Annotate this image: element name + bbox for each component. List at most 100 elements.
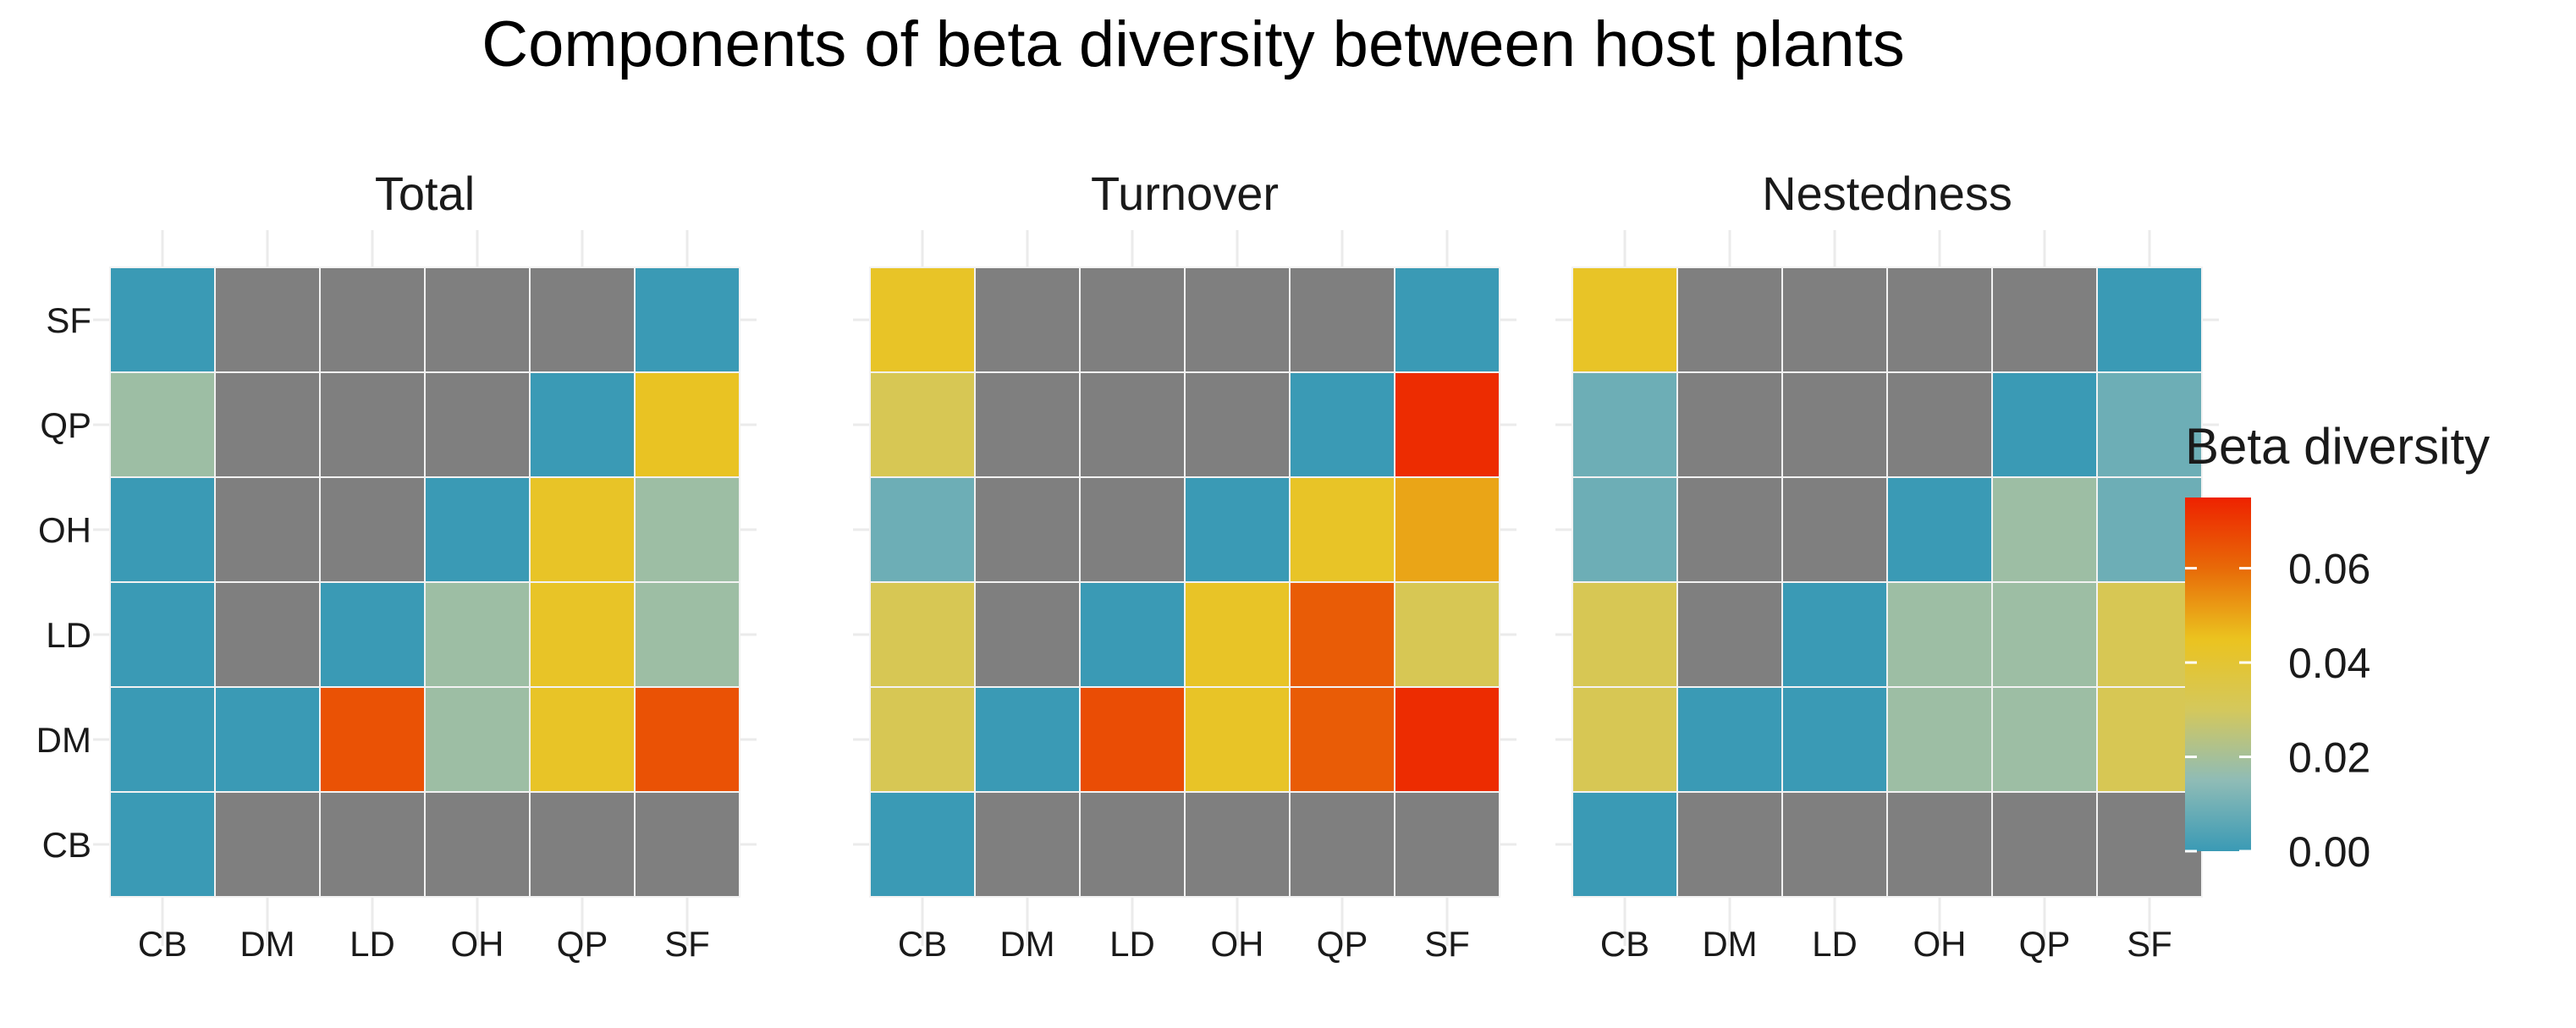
- x-tick-label: SF: [2127, 924, 2172, 964]
- heatmap-tile-cb-oh: [1571, 476, 1678, 583]
- heatmap-tile-sf-qp: [1394, 371, 1500, 478]
- heatmap-tile-oh-cb: [424, 791, 531, 898]
- heatmap-tile-qp-cb: [1289, 791, 1395, 898]
- heatmap-tile-ld-oh: [1079, 476, 1186, 583]
- heatmap-tile-ld-qp: [1781, 371, 1888, 478]
- heatmap-tile-cb-dm: [1571, 686, 1678, 793]
- heatmap-tile-dm-cb: [214, 791, 321, 898]
- heatmap-tile-dm-dm: [974, 686, 1081, 793]
- heatmap-tile-qp-dm: [1991, 686, 2098, 793]
- heatmap-tile-qp-ld: [1289, 581, 1395, 688]
- heatmap-tile-oh-cb: [1184, 791, 1291, 898]
- heatmap-tile-qp-cb: [1991, 791, 2098, 898]
- heatmap-tile-qp-ld: [1991, 581, 2098, 688]
- heatmap-tile-oh-sf: [424, 267, 531, 373]
- heatmap-tile-ld-oh: [319, 476, 426, 583]
- panel-nestedness: Nestedness CB DM LD OH QP SF: [1555, 167, 2234, 964]
- heatmap-tile-dm-oh: [1676, 476, 1783, 583]
- heatmap-tile-ld-sf: [1781, 267, 1888, 373]
- heatmap-tile-ld-cb: [319, 791, 426, 898]
- legend-tick-label: 0.04: [2288, 640, 2370, 687]
- heatmap-tile-dm-ld: [1676, 581, 1783, 688]
- x-tick-label: QP: [1317, 924, 1368, 964]
- heatmap-tile-dm-dm: [1676, 686, 1783, 793]
- heatmap-tile-cb-ld: [1571, 581, 1678, 688]
- heatmap-tile-sf-dm: [634, 686, 740, 793]
- heatmap-tile-cb-sf: [109, 267, 216, 373]
- x-tick-label: QP: [557, 924, 608, 964]
- x-tick-label: CB: [1600, 924, 1649, 964]
- heatmap-tile-qp-qp: [1289, 371, 1395, 478]
- heatmap-tile-cb-sf: [869, 267, 976, 373]
- heatmap-tile-cb-qp: [109, 371, 216, 478]
- heatmap-tile-sf-cb: [2096, 791, 2203, 898]
- heatmap-tile-ld-qp: [319, 371, 426, 478]
- heatmap-tile-cb-ld: [869, 581, 976, 688]
- heatmap-tile-oh-dm: [424, 686, 531, 793]
- heatmap-tile-dm-qp: [1676, 371, 1783, 478]
- heatmap-tile-sf-dm: [1394, 686, 1500, 793]
- heatmap-tile-ld-cb: [1079, 791, 1186, 898]
- x-tick-label: OH: [451, 924, 504, 964]
- x-tick-label: CB: [138, 924, 187, 964]
- heatmap-tile-qp-dm: [1289, 686, 1395, 793]
- heatmap-tile-qp-oh: [529, 476, 636, 583]
- heatmap-tile-ld-dm: [1079, 686, 1186, 793]
- heatmap-tile-sf-oh: [1394, 476, 1500, 583]
- heatmap-tile-qp-ld: [529, 581, 636, 688]
- panels-layer: Total CB DM LD OH QP SF CB DM LD OH QP SF Turnover CB D…: [36, 167, 2234, 964]
- legend: Beta diversity 0.00 0.02 0.04 0.06: [2185, 418, 2490, 876]
- heatmap-tile-oh-sf: [1886, 267, 1993, 373]
- legend-tick-label: 0.02: [2288, 734, 2370, 782]
- heatmap-tile-dm-qp: [974, 371, 1081, 478]
- legend-ticks: 0.00 0.02 0.04 0.06: [2185, 546, 2370, 876]
- heatmap-tile-cb-cb: [109, 791, 216, 898]
- legend-tick-label: 0.06: [2288, 546, 2370, 593]
- facet-label-nestedness: Nestedness: [1762, 167, 2012, 220]
- heatmap-tile-oh-dm: [1184, 686, 1291, 793]
- heatmap-tile-oh-ld: [424, 581, 531, 688]
- heatmap-tile-cb-cb: [869, 791, 976, 898]
- heatmap-tile-sf-cb: [1394, 791, 1500, 898]
- heatmap-tile-qp-qp: [1991, 371, 2098, 478]
- heatmap-tile-sf-ld: [2096, 581, 2203, 688]
- heatmap-tile-cb-dm: [109, 686, 216, 793]
- heatmap-tile-ld-ld: [1079, 581, 1186, 688]
- x-tick-label: QP: [2019, 924, 2071, 964]
- panel-turnover: Turnover CB DM LD OH QP SF: [853, 167, 1532, 964]
- heatmap-tile-cb-oh: [869, 476, 976, 583]
- heatmap-tile-oh-qp: [424, 371, 531, 478]
- heatmap-tile-qp-qp: [529, 371, 636, 478]
- heatmap-tile-dm-oh: [974, 476, 1081, 583]
- heatmap-tile-cb-oh: [109, 476, 216, 583]
- heatmap-tile-dm-sf: [214, 267, 321, 373]
- heatmap-tile-qp-sf: [1991, 267, 2098, 373]
- heatmap-tile-ld-dm: [319, 686, 426, 793]
- x-tick-label: DM: [999, 924, 1054, 964]
- x-tick-label: CB: [898, 924, 947, 964]
- x-tick-label: DM: [1702, 924, 1757, 964]
- heatmap-tile-ld-oh: [1781, 476, 1888, 583]
- legend-colorbar: [2185, 498, 2251, 851]
- heatmap-tile-cb-qp: [869, 371, 976, 478]
- heatmap-tile-qp-cb: [529, 791, 636, 898]
- heatmap-tile-cb-dm: [869, 686, 976, 793]
- heatmap-tile-sf-dm: [2096, 686, 2203, 793]
- heatmap-tile-oh-oh: [1184, 476, 1291, 583]
- heatmap-tile-dm-sf: [974, 267, 1081, 373]
- x-tick-label: SF: [1424, 924, 1470, 964]
- heatmap-tile-dm-cb: [1676, 791, 1783, 898]
- heatmap-tile-sf-cb: [634, 791, 740, 898]
- heatmap-tile-oh-sf: [1184, 267, 1291, 373]
- facet-label-total: Total: [375, 167, 475, 220]
- y-tick-label: CB: [42, 825, 91, 865]
- heatmap-tile-qp-oh: [1289, 476, 1395, 583]
- heatmap-tile-sf-ld: [1394, 581, 1500, 688]
- heatmap-tile-qp-dm: [529, 686, 636, 793]
- x-tick-label: LD: [350, 924, 395, 964]
- heatmap-tile-dm-sf: [1676, 267, 1783, 373]
- heatmap-tile-ld-ld: [319, 581, 426, 688]
- x-tick-label: OH: [1211, 924, 1264, 964]
- heatmap-tile-sf-ld: [634, 581, 740, 688]
- heatmap-tile-dm-cb: [974, 791, 1081, 898]
